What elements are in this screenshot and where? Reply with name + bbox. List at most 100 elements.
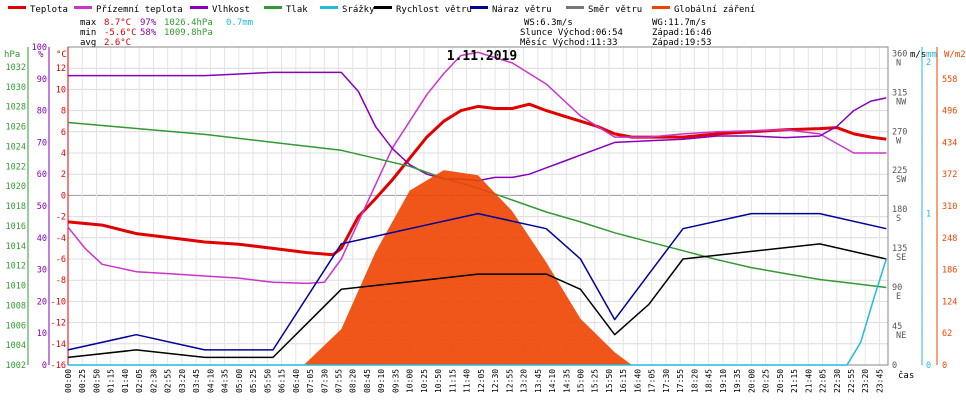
info-ws: WS:6.3m/s — [524, 18, 573, 28]
x-tick-label: 15:00 — [577, 369, 586, 393]
hpa-tick: 1030 — [6, 83, 26, 93]
pct-tick: 70 — [37, 138, 47, 148]
x-tick-label: 10:00 — [406, 369, 415, 393]
pct-tick: 60 — [37, 170, 47, 180]
wm2-tick: 558 — [942, 75, 957, 85]
plot-area — [67, 51, 888, 366]
ms-tick: 0 — [926, 361, 931, 371]
x-tick-label: 17:30 — [662, 369, 671, 393]
hpa-tick: 1012 — [6, 262, 26, 272]
wm2-tick: 372 — [942, 170, 957, 180]
info-sun-set: Západ:16:46 — [652, 28, 712, 38]
x-tick-label: 06:40 — [292, 369, 301, 393]
hpa-tick: 1004 — [6, 341, 26, 351]
stats-temp: -5.6°C — [104, 28, 137, 38]
x-tick-label: 18:20 — [690, 369, 699, 393]
x-tick-label: 18:45 — [705, 369, 714, 393]
degc-tick: 10 — [56, 85, 66, 95]
degc-tick: 0 — [61, 191, 66, 201]
stats-humidity: 58% — [140, 28, 157, 38]
info-moon-rise: Měsíc Východ:11:33 — [520, 38, 618, 48]
axis-unit-time: čas — [898, 370, 914, 381]
x-tick-label: 12:05 — [477, 369, 486, 393]
stats-temp: 2.6°C — [104, 38, 131, 48]
dir-tick-label: NW — [896, 97, 907, 107]
x-tick-label: 03:45 — [192, 369, 201, 393]
x-tick-label: 19:10 — [719, 369, 728, 393]
x-tick-label: 11:40 — [463, 369, 472, 393]
x-tick-label: 02:30 — [149, 369, 158, 393]
dir-tick: 315 — [892, 88, 907, 98]
stats-row-label: avg — [80, 38, 96, 48]
axis-unit-hpa: hPa — [4, 50, 20, 60]
legend-swatch — [320, 6, 338, 9]
series-n-raz-v-tru — [67, 212, 887, 351]
series-tlak — [67, 121, 887, 289]
ms-tick: 1 — [926, 210, 931, 220]
series-vlhkost — [68, 71, 887, 182]
x-tick-label: 02:55 — [164, 369, 173, 393]
x-tick-label: 09:10 — [377, 369, 386, 393]
dir-tick: 270 — [892, 127, 907, 137]
x-tick-label: 13:45 — [534, 369, 543, 393]
x-tick-label: 11:15 — [448, 369, 457, 393]
degc-tick: 6 — [61, 128, 66, 138]
x-tick-label: 04:35 — [221, 369, 230, 393]
x-tick-label: 12:30 — [491, 369, 500, 393]
x-tick-label: 07:55 — [334, 369, 343, 393]
x-tick-label: 20:25 — [762, 369, 771, 393]
legend-swatch — [264, 6, 282, 9]
dir-tick-label: SW — [896, 175, 907, 185]
series-glob-ln-z-en- — [303, 170, 632, 365]
x-tick-label: 09:35 — [391, 369, 400, 393]
dir-tick: 45 — [892, 322, 902, 332]
axis-unit-pct: % — [38, 50, 44, 60]
x-tick-label: 01:15 — [107, 369, 116, 393]
x-tick-label: 16:15 — [619, 369, 628, 393]
x-tick-label: 20:00 — [747, 369, 756, 393]
x-tick-label: 00:00 — [64, 369, 73, 393]
x-tick-label: 07:05 — [306, 369, 315, 393]
legend-swatch — [374, 6, 392, 9]
dir-tick: 225 — [892, 166, 907, 176]
dir-tick: 0 — [892, 361, 897, 371]
dir-tick: 90 — [892, 283, 902, 293]
axis-unit-wm2: W/m2 — [944, 50, 966, 60]
x-tick-label: 06:15 — [278, 369, 287, 393]
degc-tick: -10 — [51, 297, 66, 307]
degc-tick: -4 — [56, 234, 66, 244]
x-tick-label: 17:55 — [676, 369, 685, 393]
series-p-zemn-teplota — [67, 51, 887, 285]
degc-tick: -6 — [56, 255, 66, 265]
stats-row-label: min — [80, 28, 96, 38]
degc-tick: -8 — [56, 276, 66, 286]
hpa-tick: 1010 — [6, 282, 26, 292]
stats-panel: max 8.7°C 97% 1026.4hPa 0.7mm min -5.6°C 58% 100… — [80, 18, 712, 48]
degc-tick: 8 — [61, 107, 66, 117]
wm2-tick: 186 — [942, 266, 957, 276]
x-tick-label: 08:20 — [349, 369, 358, 393]
degc-tick: -16 — [51, 361, 66, 371]
axis-unit-ms: m/s — [910, 50, 926, 60]
x-tick-label: 15:50 — [605, 369, 614, 393]
legend-swatch — [652, 6, 670, 9]
x-tick-label: 21:15 — [790, 369, 799, 393]
x-tick-label: 10:25 — [420, 369, 429, 393]
x-tick-label: 15:25 — [591, 369, 600, 393]
stats-pressure: 1009.8hPa — [164, 28, 213, 38]
hpa-tick: 1014 — [6, 242, 26, 252]
dir-tick-label: W — [896, 136, 902, 146]
pct-tick: 100 — [32, 43, 47, 53]
dir-tick-label: E — [896, 292, 901, 302]
legend-label: Směr větru — [588, 5, 642, 15]
degc-tick: -2 — [56, 213, 66, 223]
x-tick-label: 23:20 — [861, 369, 870, 393]
dir-tick-label: N — [896, 58, 901, 68]
x-tick-label: 05:00 — [235, 369, 244, 393]
hpa-tick: 1008 — [6, 301, 26, 311]
stats-temp: 8.7°C — [104, 18, 131, 28]
wm2-tick: 496 — [942, 107, 957, 117]
wm2-tick: 248 — [942, 234, 957, 244]
pct-tick: 10 — [37, 329, 47, 339]
